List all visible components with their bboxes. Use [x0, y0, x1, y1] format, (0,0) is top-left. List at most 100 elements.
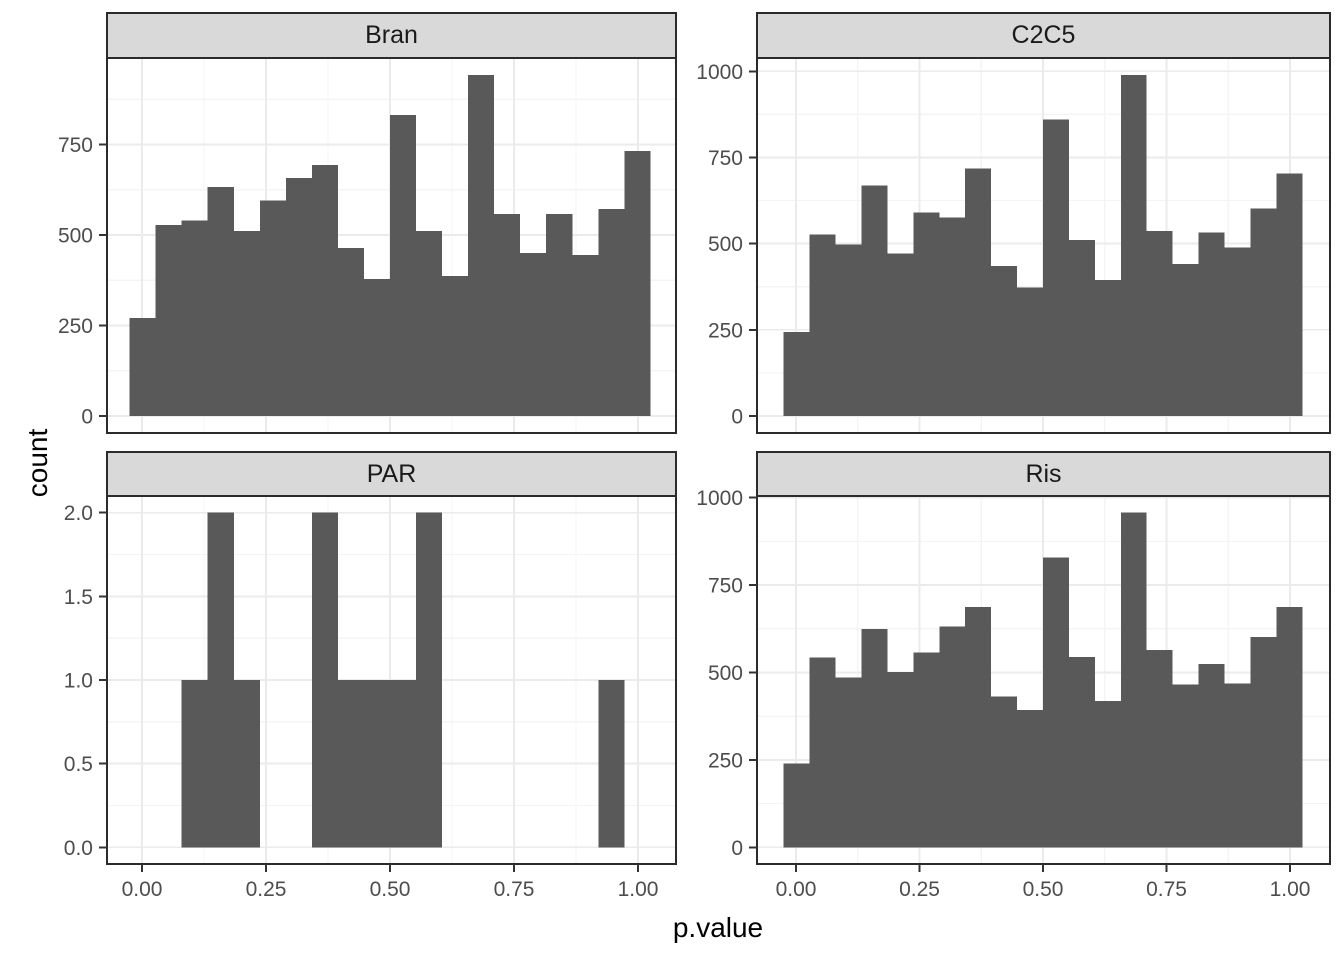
- y-tick-label: 250: [708, 749, 743, 772]
- histogram-bar: [311, 512, 338, 848]
- y-tick-label: 500: [708, 662, 743, 685]
- histogram-bar: [1068, 239, 1095, 416]
- x-axis-title: p.value: [672, 912, 764, 943]
- facet-panel-par: 0.0 0.5 1.0 1.5 2.0 0.00 0.25 0.50 0.75 1.00: [64, 451, 677, 901]
- histogram-bar: [1172, 684, 1199, 848]
- histogram-bar: [887, 253, 914, 416]
- y-tick-label: 1.0: [64, 670, 93, 693]
- y-tick-label: 0: [731, 405, 743, 428]
- y-tick-label: 250: [708, 319, 743, 342]
- histogram-bar: [598, 680, 625, 848]
- histogram-bar: [233, 231, 260, 416]
- histogram-bar: [337, 248, 364, 416]
- x-tick-label: 0.00: [776, 878, 817, 901]
- histogram-bar: [965, 168, 992, 416]
- facet-strip: [756, 12, 1331, 59]
- histogram-bar: [1043, 557, 1069, 848]
- histogram-bar: [913, 212, 940, 416]
- x-tick-label: 0.50: [1023, 878, 1064, 901]
- histogram-bar: [337, 680, 364, 848]
- histogram-bar: [1043, 119, 1069, 416]
- histogram-bar: [416, 512, 443, 848]
- histogram-bar: [939, 626, 966, 848]
- histogram-bar: [311, 165, 338, 416]
- histogram-bar: [861, 185, 888, 416]
- histogram-bar: [887, 672, 914, 848]
- histogram-bar: [965, 606, 992, 848]
- histogram-bar: [1017, 709, 1043, 848]
- histogram-bar: [1198, 232, 1225, 416]
- histogram-bar: [1094, 700, 1121, 848]
- histogram-bar: [259, 200, 286, 416]
- y-tick-label: 0.5: [64, 753, 93, 776]
- facet-strip: [106, 451, 677, 497]
- x-tick-label: 0.25: [899, 878, 940, 901]
- y-tick-label: 0: [731, 837, 743, 860]
- histogram-bar: [494, 214, 521, 416]
- y-tick-label: 2.0: [64, 502, 93, 525]
- histogram-bar: [285, 178, 312, 416]
- histogram-bar: [1224, 683, 1251, 848]
- y-tick-label: 500: [708, 233, 743, 256]
- histogram-bar: [809, 657, 836, 848]
- histogram-bar: [233, 680, 260, 848]
- y-tick-label: 750: [58, 134, 93, 157]
- histogram-bar: [1146, 230, 1173, 416]
- y-axis-title: count: [22, 428, 53, 498]
- histogram-bar: [835, 677, 862, 848]
- histogram-bar: [155, 224, 182, 416]
- histogram-bar: [861, 628, 888, 848]
- histogram-bar: [1276, 173, 1303, 416]
- histogram-bar: [1120, 512, 1147, 848]
- y-tick-label: 500: [58, 225, 93, 248]
- histogram-bar: [520, 253, 547, 416]
- histogram-bar: [1146, 650, 1173, 848]
- histogram-bar: [181, 220, 208, 416]
- facet-strip: [106, 12, 677, 59]
- histogram-bar: [390, 680, 417, 848]
- histogram-bar: [939, 217, 966, 416]
- x-tick-label: 0.00: [122, 878, 163, 901]
- histogram-bar: [207, 187, 234, 416]
- histogram-bar: [1198, 664, 1225, 848]
- histogram-bar: [363, 680, 390, 848]
- histogram-bar: [416, 231, 443, 416]
- y-tick-label: 1.5: [64, 586, 93, 609]
- histogram-bar: [1250, 208, 1277, 416]
- y-tick-label: 0: [81, 405, 93, 428]
- facet-strip: [756, 451, 1331, 497]
- histogram-bar: [1250, 636, 1277, 848]
- y-tick-label: 750: [708, 575, 743, 598]
- histogram-bar: [913, 652, 940, 848]
- x-tick-label: 1.00: [1270, 878, 1311, 901]
- histogram-bar: [363, 279, 390, 416]
- y-tick-label: 0.0: [64, 837, 93, 860]
- y-tick-label: 250: [58, 315, 93, 338]
- facet-panel-bran: 0 250 500 750: [58, 12, 677, 434]
- x-tick-label: 0.25: [246, 878, 287, 901]
- histogram-bar: [1224, 247, 1251, 416]
- facet-panel-ris: 0 250 500 750 1000 0.00 0.25 0.50 0.75 1.00: [696, 451, 1331, 901]
- histogram-bar: [783, 763, 810, 848]
- x-tick-label: 0.50: [370, 878, 411, 901]
- histogram-bar: [1068, 656, 1095, 848]
- x-tick-label: 1.00: [618, 878, 659, 901]
- histogram-bar: [783, 332, 810, 416]
- histogram-bar: [207, 512, 234, 848]
- histogram-bar: [181, 680, 208, 848]
- histogram-bar: [991, 696, 1018, 848]
- histogram-bar: [809, 234, 836, 416]
- histogram-bar: [991, 266, 1018, 416]
- x-tick-label: 0.75: [494, 878, 535, 901]
- facet-panel-c2c5: 0 250 500 750 1000: [696, 12, 1331, 434]
- histogram-bar: [1276, 606, 1303, 848]
- histogram-bar: [129, 318, 156, 416]
- histogram-bar: [1120, 75, 1147, 416]
- histogram-bar: [598, 208, 625, 416]
- histogram-bar: [835, 244, 862, 416]
- histogram-bar: [468, 75, 495, 416]
- histogram-bar: [1094, 280, 1121, 416]
- y-tick-label: 1000: [696, 487, 743, 510]
